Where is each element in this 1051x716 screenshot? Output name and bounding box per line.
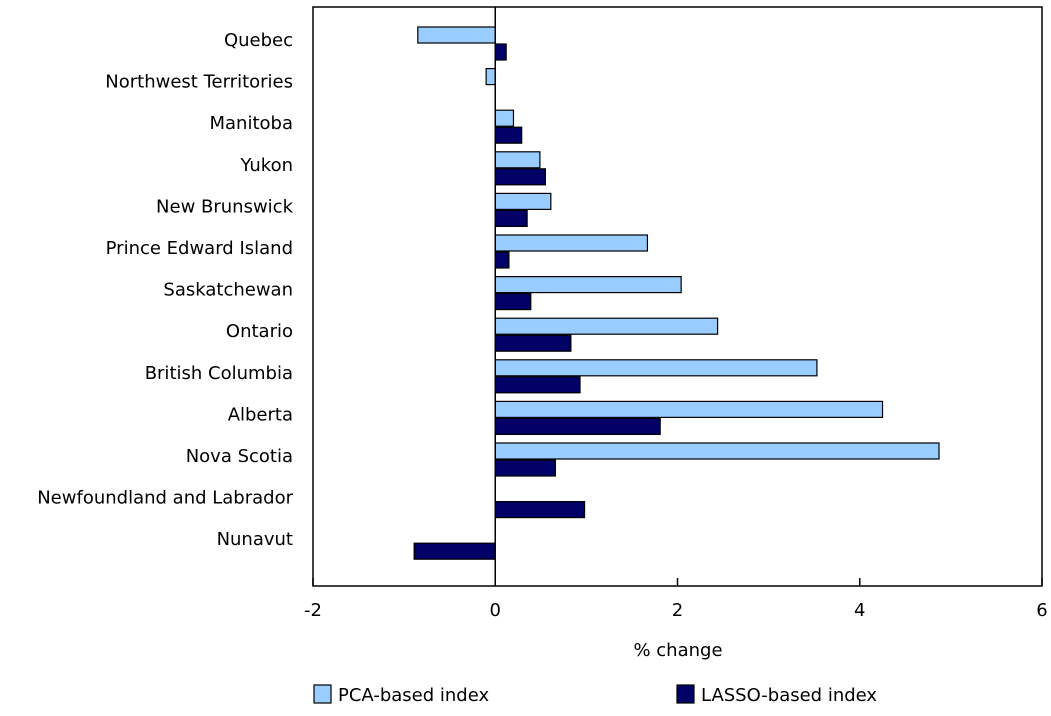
bar-pca bbox=[494, 400, 884, 418]
x-tick-label: -2 bbox=[304, 600, 322, 621]
category-label: Manitoba bbox=[210, 113, 294, 134]
category-label: Saskatchewan bbox=[163, 280, 293, 301]
bar-pca bbox=[494, 359, 818, 377]
x-tick-label: 4 bbox=[854, 600, 865, 621]
bar-lasso bbox=[494, 293, 532, 311]
bar-pca bbox=[494, 109, 515, 127]
category-label: Northwest Territories bbox=[105, 72, 293, 93]
bar-lasso bbox=[494, 334, 572, 352]
x-tick-label: 2 bbox=[672, 600, 683, 621]
bar-pca bbox=[494, 192, 552, 210]
category-label: Yukon bbox=[239, 155, 293, 176]
bar-pca bbox=[485, 67, 496, 86]
legend-label-pca: PCA-based index bbox=[338, 685, 489, 706]
category-label: Quebec bbox=[224, 30, 293, 51]
plot-frame bbox=[312, 6, 1043, 587]
legend-swatch-lasso bbox=[676, 684, 695, 704]
x-tick-label: 6 bbox=[1036, 600, 1047, 621]
bar-lasso bbox=[494, 501, 586, 519]
legend: PCA-based index LASSO-based index bbox=[313, 684, 877, 706]
bar-lasso bbox=[494, 459, 556, 477]
bar-lasso bbox=[494, 168, 546, 186]
bar-pca bbox=[494, 234, 649, 252]
bar-lasso bbox=[494, 209, 528, 227]
category-label: New Brunswick bbox=[156, 196, 294, 217]
bars-layer bbox=[413, 26, 940, 560]
category-label: Nova Scotia bbox=[186, 446, 293, 467]
x-axis: -2 0 2 4 6 bbox=[304, 7, 1048, 621]
legend-label-lasso: LASSO-based index bbox=[701, 685, 877, 706]
category-label: Ontario bbox=[226, 321, 293, 342]
category-label: Nunavut bbox=[217, 529, 293, 550]
category-label: Prince Edward Island bbox=[106, 238, 293, 259]
bar-pca bbox=[494, 442, 940, 460]
legend-swatch-pca bbox=[313, 684, 332, 704]
bar-lasso bbox=[494, 251, 510, 269]
x-axis-title: % change bbox=[633, 640, 722, 661]
bar-lasso bbox=[494, 417, 661, 435]
bar-pca bbox=[494, 151, 541, 169]
category-label: Newfoundland and Labrador bbox=[37, 488, 293, 509]
bar-lasso bbox=[494, 126, 523, 144]
category-label: Alberta bbox=[228, 404, 293, 425]
bar-lasso bbox=[494, 43, 507, 61]
bar-pca bbox=[417, 26, 496, 44]
x-tick-label: 0 bbox=[490, 600, 501, 621]
bar-pca bbox=[494, 317, 719, 335]
bar-pca bbox=[494, 276, 682, 294]
category-labels: Quebec Northwest Territories Manitoba Yukon… bbox=[37, 30, 293, 550]
category-label: British Columbia bbox=[145, 363, 293, 384]
bar-lasso bbox=[494, 376, 581, 394]
bar-lasso bbox=[413, 542, 496, 560]
